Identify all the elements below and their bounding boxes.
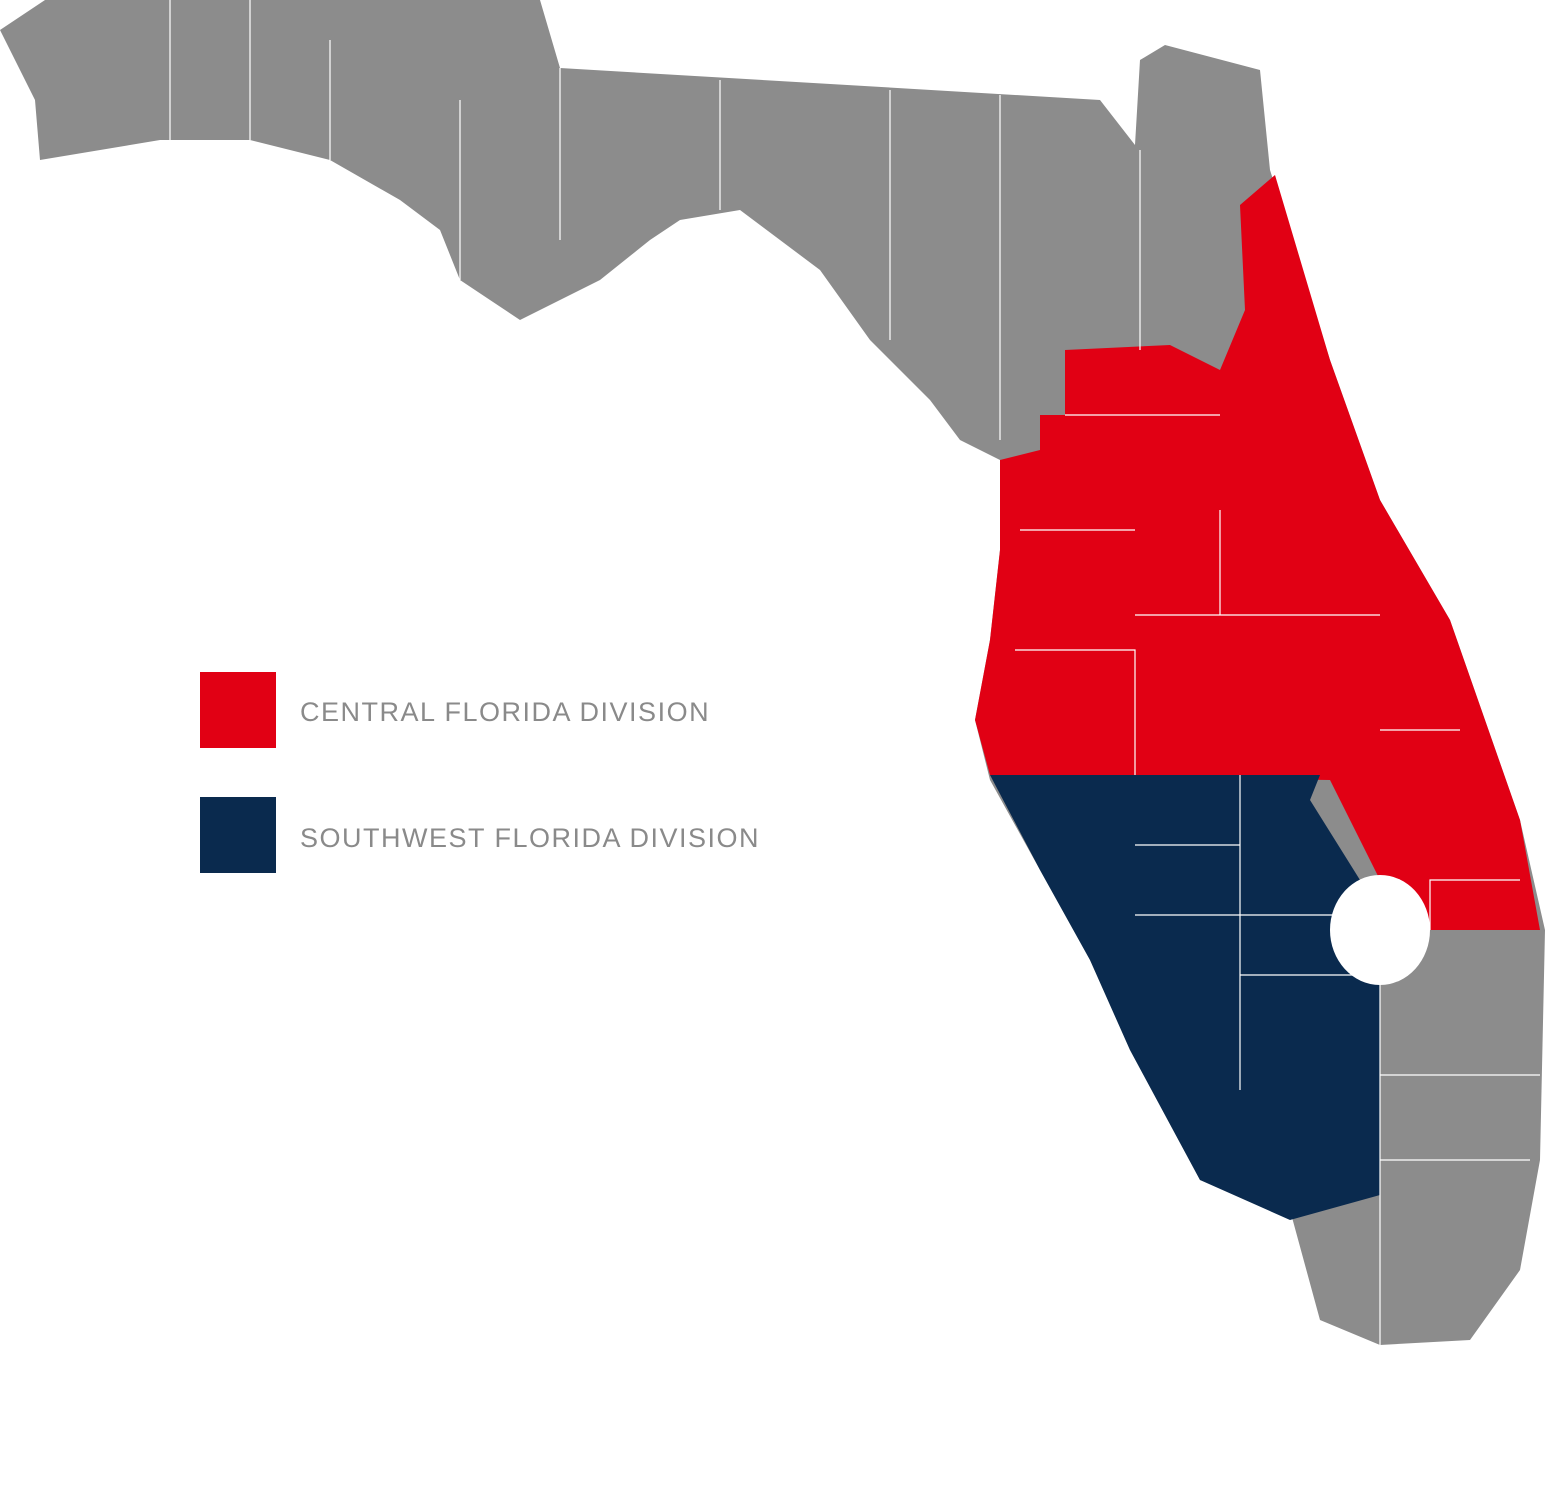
county-line bbox=[169, 0, 1540, 1345]
legend-swatch bbox=[200, 797, 276, 873]
central-region bbox=[975, 175, 1540, 930]
county-lines bbox=[169, 0, 1540, 1345]
lake bbox=[1330, 875, 1430, 985]
legend-label: CENTRAL FLORIDA DIVISION bbox=[300, 697, 710, 727]
legend: CENTRAL FLORIDA DIVISION SOUTHWEST FLORI… bbox=[200, 672, 760, 873]
southwest-region bbox=[990, 775, 1380, 1220]
legend-swatch bbox=[200, 672, 276, 748]
legend-label: SOUTHWEST FLORIDA DIVISION bbox=[300, 823, 760, 853]
